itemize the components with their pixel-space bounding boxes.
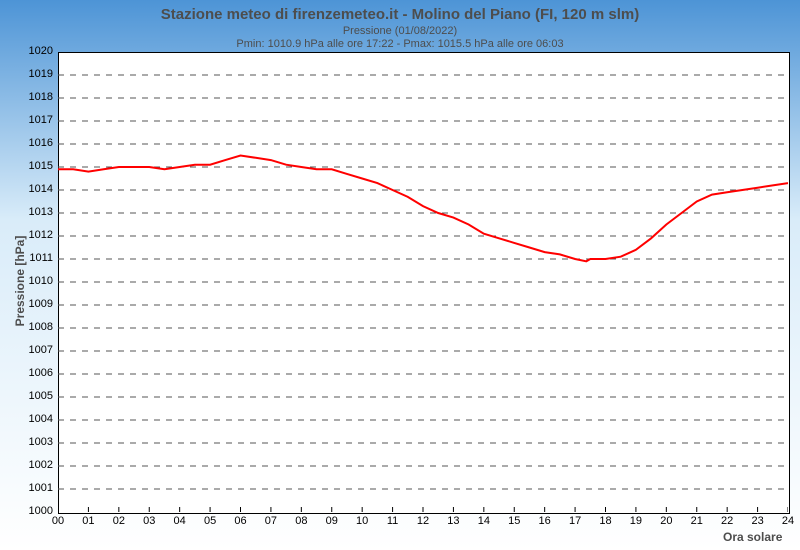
x-tick-label: 23 xyxy=(748,515,768,527)
y-tick-label: 1020 xyxy=(23,45,53,57)
y-tick-label: 1012 xyxy=(23,229,53,241)
x-tick-label: 15 xyxy=(504,515,524,527)
x-tick-label: 18 xyxy=(596,515,616,527)
pressure-line xyxy=(58,156,788,262)
x-tick-label: 03 xyxy=(139,515,159,527)
y-tick-label: 1009 xyxy=(23,298,53,310)
x-tick-label: 13 xyxy=(443,515,463,527)
x-tick-label: 05 xyxy=(200,515,220,527)
line-svg xyxy=(58,52,788,512)
y-tick-label: 1006 xyxy=(23,367,53,379)
x-tick-label: 00 xyxy=(48,515,68,527)
x-tick-label: 06 xyxy=(231,515,251,527)
x-tick-label: 02 xyxy=(109,515,129,527)
y-tick-label: 1014 xyxy=(23,183,53,195)
chart-subtitle: Pressione (01/08/2022) xyxy=(0,25,800,37)
y-tick-label: 1016 xyxy=(23,137,53,149)
x-tick-label: 12 xyxy=(413,515,433,527)
y-tick-label: 1010 xyxy=(23,275,53,287)
x-tick-label: 17 xyxy=(565,515,585,527)
x-tick-label: 16 xyxy=(535,515,555,527)
x-tick-label: 14 xyxy=(474,515,494,527)
x-tick-label: 21 xyxy=(687,515,707,527)
y-tick-label: 1018 xyxy=(23,91,53,103)
chart-container: Stazione meteo di firenzemeteo.it - Moli… xyxy=(0,0,800,550)
y-tick-label: 1019 xyxy=(23,68,53,80)
y-tick-label: 1008 xyxy=(23,321,53,333)
x-tick-label: 20 xyxy=(656,515,676,527)
y-tick-label: 1007 xyxy=(23,344,53,356)
x-tick-label: 10 xyxy=(352,515,372,527)
x-tick-label: 22 xyxy=(717,515,737,527)
x-tick-label: 24 xyxy=(778,515,798,527)
chart-title: Stazione meteo di firenzemeteo.it - Moli… xyxy=(0,0,800,23)
y-tick-label: 1001 xyxy=(23,482,53,494)
chart-subtitle2: Pmin: 1010.9 hPa alle ore 17:22 - Pmax: … xyxy=(0,38,800,50)
x-axis-label: Ora solare xyxy=(723,530,782,544)
x-tick-label: 19 xyxy=(626,515,646,527)
y-tick-label: 1011 xyxy=(23,252,53,264)
y-tick-label: 1013 xyxy=(23,206,53,218)
x-tick-label: 09 xyxy=(322,515,342,527)
y-tick-label: 1003 xyxy=(23,436,53,448)
x-tick-label: 01 xyxy=(78,515,98,527)
x-tick-label: 07 xyxy=(261,515,281,527)
x-tick-label: 04 xyxy=(170,515,190,527)
y-tick-label: 1005 xyxy=(23,390,53,402)
y-tick-label: 1004 xyxy=(23,413,53,425)
y-tick-label: 1015 xyxy=(23,160,53,172)
y-tick-label: 1017 xyxy=(23,114,53,126)
x-tick-label: 08 xyxy=(291,515,311,527)
y-tick-label: 1002 xyxy=(23,459,53,471)
x-tick-label: 11 xyxy=(383,515,403,527)
